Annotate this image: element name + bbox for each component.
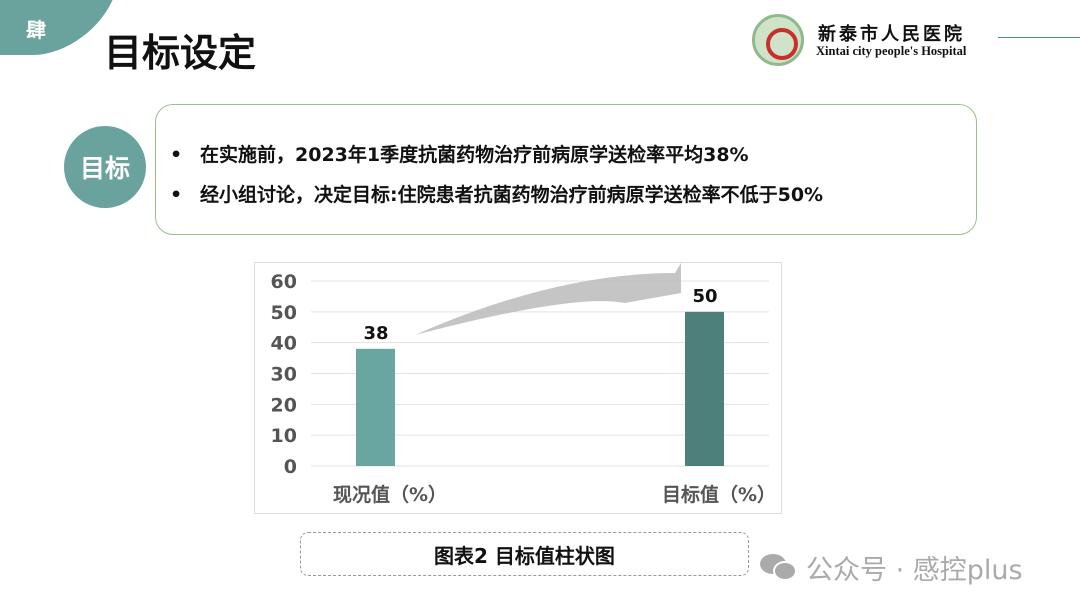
- hospital-logo: [752, 14, 804, 66]
- wechat-icon: [760, 554, 797, 581]
- goal-label: 目标: [64, 126, 146, 208]
- x-tick-label: 目标值（%）: [662, 483, 776, 506]
- y-tick-label: 0: [284, 456, 297, 478]
- y-tick-label: 30: [271, 364, 297, 386]
- watermark: 公众号 · 感控plus: [806, 555, 1023, 586]
- y-tick-label: 20: [271, 394, 297, 416]
- y-tick-label: 10: [271, 425, 297, 447]
- bar: [685, 311, 724, 466]
- bullet-text: 经小组讨论，决定目标:住院患者抗菌药物治疗前病原学送检率不低于50%: [200, 184, 824, 206]
- y-tick-label: 50: [271, 302, 297, 324]
- hospital-name-en: Xintai city people's Hospital: [816, 44, 967, 58]
- goal-box: [155, 104, 977, 235]
- data-label: 50: [692, 286, 717, 307]
- bar: [356, 348, 395, 466]
- y-tick-label: 40: [271, 333, 297, 355]
- x-tick-label: 现况值（%）: [333, 483, 447, 506]
- hospital-name-cn: 新泰市人民医院: [818, 24, 965, 45]
- goal-bullet: • 经小组讨论，决定目标:住院患者抗菌药物治疗前病原学送检率不低于50%: [170, 184, 824, 206]
- y-tick-label: 60: [271, 271, 297, 293]
- header-divider: [998, 37, 1080, 38]
- goal-bullet: • 在实施前，2023年1季度抗菌药物治疗前病原学送检率平均38%: [170, 144, 749, 166]
- chart-svg: 0 10 20 30 40 50 60 38 现况值（%） 50 目标值（%）: [271, 263, 776, 506]
- bar-chart: 0 10 20 30 40 50 60 38 现况值（%） 50 目标值（%）: [254, 262, 782, 514]
- arrow-icon: [415, 263, 681, 335]
- chart-caption: 图表2 目标值柱状图: [300, 532, 749, 576]
- data-label: 38: [363, 323, 388, 344]
- section-number: 肆: [26, 18, 46, 42]
- bullet-text: 在实施前，2023年1季度抗菌药物治疗前病原学送检率平均38%: [200, 144, 749, 166]
- page-title: 目标设定: [104, 31, 257, 75]
